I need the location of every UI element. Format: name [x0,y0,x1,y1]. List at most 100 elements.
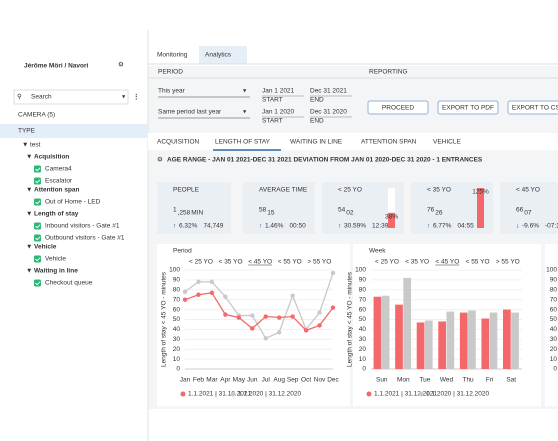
button-label[interactable]: EXPORT TO PDF [442,105,494,112]
tree-group[interactable]: test [30,142,41,149]
age-tab[interactable]: < 25 YO [375,259,399,266]
point [250,313,255,318]
tree-checkbox[interactable] [34,222,41,230]
tree-checkbox[interactable] [34,234,41,242]
tree-checkbox[interactable] [34,255,41,263]
tree-toggle[interactable]: ▼ [22,142,28,149]
y-tick-label: 70 [550,296,558,303]
y-tick-label: 20 [173,346,181,353]
y-tick-label: 40 [550,326,558,333]
date[interactable]: Jan 1 2021 [262,88,295,95]
tree-group[interactable]: Length of stay [34,211,79,218]
legend-label[interactable]: 1.1.2021 | 31.12.2021 [188,391,252,398]
tree-checkbox[interactable] [34,165,41,173]
kpi-value: 58 [259,207,267,214]
y-tick-label: 30 [550,336,558,343]
age-tab[interactable]: > 55 YO [496,259,520,266]
search-box[interactable] [13,89,129,105]
y-tick-label: 70 [359,296,367,303]
tree-item[interactable]: Camera4 [45,166,72,173]
y-tick-label: 10 [550,356,558,363]
tree-item[interactable]: Outbound visitors - Gate #1 [45,235,125,242]
tree-toggle[interactable]: ▼ [26,154,32,161]
point [209,279,215,285]
point [317,310,322,315]
point [317,323,322,328]
tree-item[interactable]: Inbound visitors - Gate #1 [45,223,120,230]
age-tab[interactable]: < 25 YO [189,259,213,266]
chart-title: Period [173,248,192,255]
tab[interactable]: Analytics [205,52,232,59]
select[interactable]: This year [158,88,186,95]
y-tick-label: 0 [176,366,180,373]
tree-group[interactable]: Attention span [34,187,80,194]
tree-toggle[interactable]: ▼ [26,268,32,275]
settings-icon[interactable]: ⚙ [118,61,124,69]
y-tick-label: 20 [550,346,558,353]
delta-arrow: ↑ [338,223,341,230]
menu[interactable]: ⋮ [133,93,140,101]
tree-checkbox[interactable] [34,198,41,206]
subtab[interactable]: ACQUISITION [157,139,200,146]
tree-item[interactable]: Vehicle [45,256,66,263]
button[interactable] [367,100,429,115]
tree-group[interactable]: Acquisition [34,154,69,161]
legend-label[interactable]: 1.1.2021 | 31.12.2021 [374,391,438,398]
tab[interactable]: Monitoring [157,52,188,59]
date[interactable]: Jan 1 2020 [262,109,295,116]
age-tab[interactable]: < 35 YO [219,259,243,266]
age-tab[interactable]: < 45 YO [435,259,459,266]
delta-arrow: ↑ [427,223,430,230]
bar [403,277,412,369]
tree-checkbox[interactable] [34,279,41,287]
bar [424,320,433,369]
kpi-value: 76 [427,207,435,214]
point [330,270,336,276]
age-tab[interactable]: < 35 YO [405,259,429,266]
point [250,326,255,331]
delta-arrow: ↓ [516,223,519,230]
date[interactable]: Dec 31 2020 [310,109,347,116]
x-tick-label: Sun [376,377,388,384]
tree-item[interactable]: Checkout queue [45,280,93,287]
dropdown[interactable]: ▾ [122,94,126,101]
button-label[interactable]: EXPORT TO CSV [512,105,558,112]
tree-group[interactable]: Vehicle [34,244,57,251]
tree-item[interactable]: Escalator [45,178,73,185]
point [303,328,309,333]
x-tick-label: Dec [327,377,339,384]
subtab[interactable]: LENGTH OF STAY [215,139,271,146]
point [223,294,228,299]
age-tab[interactable]: > 55 YO [307,259,331,266]
x-tick-label: Thu [462,377,474,384]
tree-toggle[interactable]: ▼ [26,211,32,218]
select[interactable]: Same period last year [158,109,222,116]
button[interactable] [507,100,558,115]
tree-toggle[interactable]: ▼ [26,244,32,251]
age-tab[interactable]: < 45 YO [248,259,272,266]
kpi-compare: 00:50 [289,223,306,230]
tree-item[interactable]: Out of Home - LED [45,199,101,206]
legend-label[interactable]: 1.1.2020 | 31.12.2020 [238,391,302,398]
tree-toggle[interactable]: ▼ [26,187,32,194]
subtab[interactable]: WAITING IN LINE [290,139,343,146]
x-tick-label: Nov [314,377,326,384]
button-label[interactable]: PROCEED [382,105,414,112]
bar [511,312,519,369]
search-input[interactable]: Search [31,94,52,101]
point [290,314,295,319]
legend-label[interactable]: 1.1.2020 | 31.12.2020 [426,391,490,398]
delta-arrow: ↑ [173,223,176,230]
age-tab[interactable]: < 55 YO [278,259,302,266]
tree-checkbox[interactable] [34,177,41,185]
age-tab[interactable]: < 55 YO [466,259,490,266]
bar [459,312,468,369]
subtab[interactable]: ATTENTION SPAN [361,139,417,146]
y-tick-label: 100 [169,267,180,274]
button[interactable] [437,100,499,115]
point [276,315,282,320]
tree-group[interactable]: Waiting in line [34,268,78,275]
kpi-card [500,182,558,234]
date[interactable]: Dec 31 2021 [310,88,347,95]
subtab[interactable]: VEHICLE [433,139,461,146]
